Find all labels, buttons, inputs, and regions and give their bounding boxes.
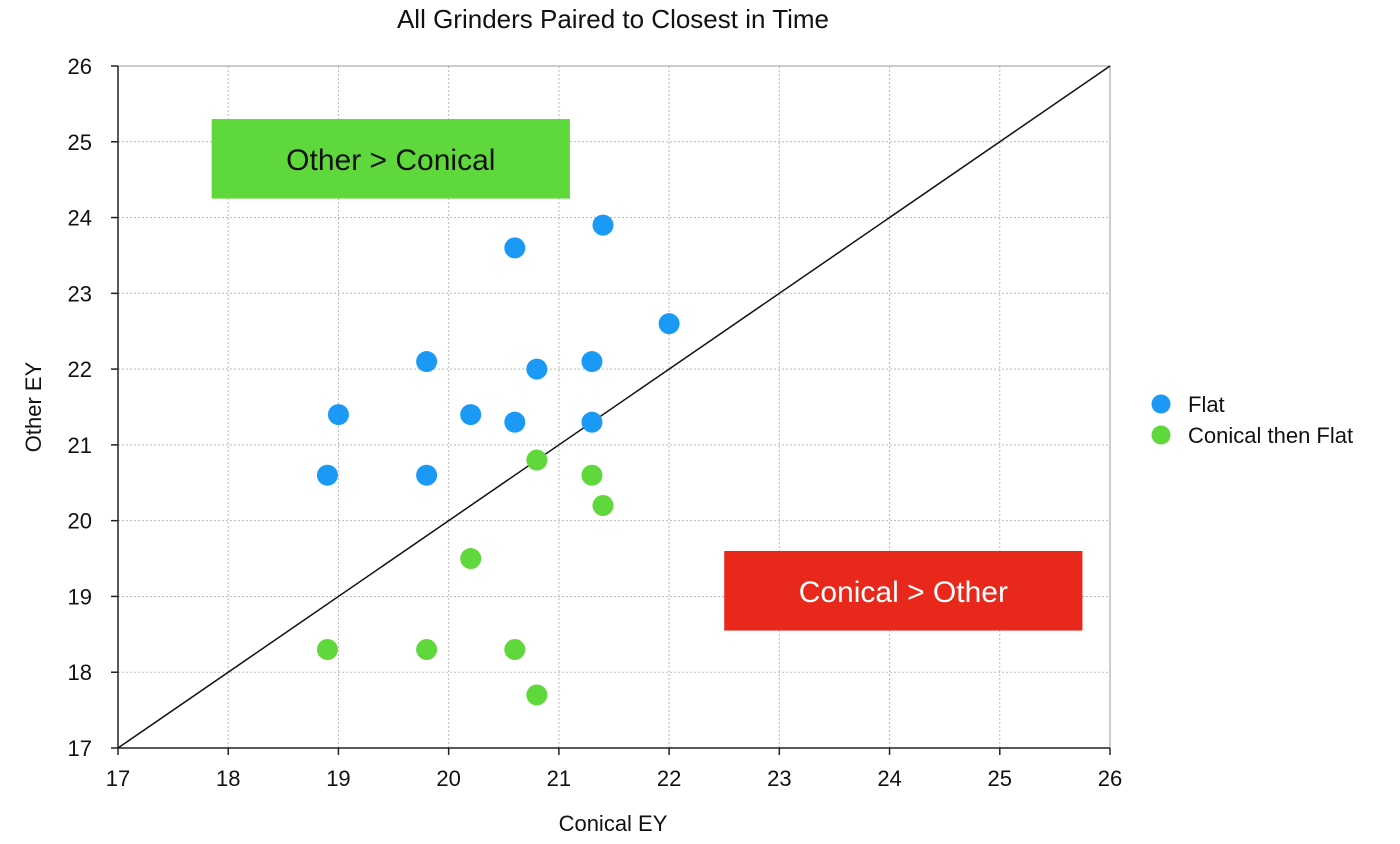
x-axis-label: Conical EY <box>559 811 668 836</box>
y-tick-label: 21 <box>68 433 92 458</box>
x-tick-label: 23 <box>767 766 791 791</box>
y-tick-label: 20 <box>68 509 92 534</box>
data-point-flat <box>592 214 614 236</box>
axes: 17 18 19 20 21 22 23 24 25 26 17 18 19 20 21 22 23 24 25 26 <box>68 54 1123 791</box>
annotation-label: Other > Conical <box>286 144 495 177</box>
legend-label: Flat <box>1188 392 1225 417</box>
data-point-conical-then-flat <box>592 495 614 517</box>
y-tick-label: 18 <box>68 660 92 685</box>
y-tick-label: 22 <box>68 357 92 382</box>
data-point-flat <box>416 464 438 486</box>
data-point-conical-then-flat <box>316 638 338 660</box>
y-tick-label: 19 <box>68 584 92 609</box>
x-tick-label: 26 <box>1098 766 1122 791</box>
data-point-flat <box>504 237 526 259</box>
y-tick-label: 25 <box>68 130 92 155</box>
legend-marker <box>1151 394 1171 414</box>
data-point-flat <box>581 411 603 433</box>
x-tick-label: 18 <box>216 766 240 791</box>
reference-line <box>117 65 1111 749</box>
data-point-flat <box>658 313 680 335</box>
y-axis-label: Other EY <box>21 361 46 452</box>
x-tick-label: 25 <box>988 766 1012 791</box>
data-point-conical-then-flat <box>581 464 603 486</box>
data-point-flat <box>581 351 603 373</box>
data-point-flat <box>460 404 482 426</box>
x-tick-label: 21 <box>547 766 571 791</box>
data-point-flat <box>327 404 349 426</box>
y-tick-label: 23 <box>68 281 92 306</box>
data-point-conical-then-flat <box>504 638 526 660</box>
y-tick-label: 24 <box>68 206 92 231</box>
chart-title: All Grinders Paired to Closest in Time <box>397 4 829 34</box>
x-tick-label: 19 <box>326 766 350 791</box>
legend-marker <box>1151 425 1171 445</box>
data-point-flat <box>416 351 438 373</box>
y-tick-label: 26 <box>68 54 92 79</box>
data-point-flat <box>316 464 338 486</box>
x-tick-label: 22 <box>657 766 681 791</box>
y-tick-label: 17 <box>68 736 92 761</box>
data-point-conical-then-flat <box>416 638 438 660</box>
data-point-flat <box>526 358 548 380</box>
data-point-conical-then-flat <box>460 548 482 570</box>
x-tick-label: 20 <box>436 766 460 791</box>
data-point-conical-then-flat <box>526 449 548 471</box>
legend-label: Conical then Flat <box>1188 423 1353 448</box>
data-point-flat <box>504 411 526 433</box>
annotation-box <box>724 550 1083 631</box>
data-point-conical-then-flat <box>526 684 548 706</box>
legend: Flat Conical then Flat <box>1151 392 1353 448</box>
annotation-label: Conical > Other <box>799 576 1008 609</box>
data-points <box>316 214 680 706</box>
x-tick-label: 17 <box>106 766 130 791</box>
x-tick-label: 24 <box>877 766 901 791</box>
annotations: Other > Conical Conical > Other <box>211 119 1083 631</box>
diagonal-reference-line <box>117 65 1111 749</box>
annotation-box <box>211 119 570 199</box>
